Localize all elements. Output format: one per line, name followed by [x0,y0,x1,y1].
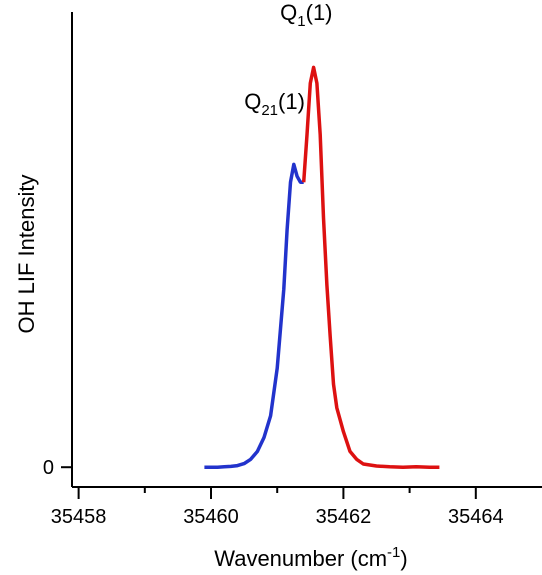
series-line-1 [204,162,304,469]
annotation-suffix: (1) [306,0,333,25]
annotation-base: Q [244,89,261,114]
ticks [61,466,477,499]
annotations: Q21(1)Q1(1) [244,0,332,119]
x-tick-label: 35462 [316,506,372,528]
annotation-suffix: (1) [278,89,305,114]
x-axis-title-main: Wavenumber (cm [214,546,387,571]
x-axis-title: Wavenumber (cm-1) [214,544,407,571]
series-group [204,65,440,469]
annotation-base: Q [280,0,297,25]
annotation-subscript: 21 [261,102,278,119]
axes [71,12,542,488]
x-tick-label: 35464 [448,506,504,528]
annotation-q1: Q1(1) [280,0,332,30]
x-tick-label: 35458 [51,506,107,528]
annotation-q21: Q21(1) [244,89,305,119]
series-line-2 [301,65,440,469]
annotation-subscript: 1 [297,13,305,30]
x-tick-label: 35460 [183,506,239,528]
y-tick-label: 0 [43,457,54,479]
y-axis-title: OH LIF Intensity [14,175,39,334]
x-axis-title-suffix: ) [400,546,407,571]
x-axis-title-superscript: -1 [387,544,400,561]
tick-labels: 35458 35460 35462 35464 0 [43,457,504,528]
